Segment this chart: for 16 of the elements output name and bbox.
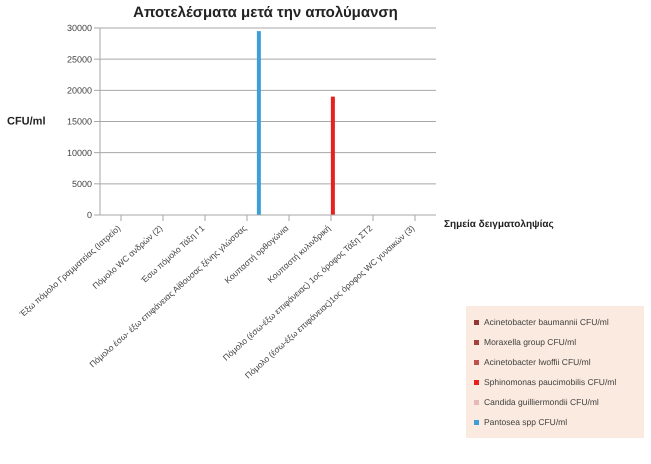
legend-label: Pantosea spp CFU/ml [484, 417, 568, 427]
y-tick-label: 20000 [66, 86, 92, 96]
y-tick-label: 25000 [66, 54, 92, 64]
y-tick-label: 5000 [72, 179, 92, 190]
legend-label: Sphinomonas paucimobilis CFU/ml [484, 377, 616, 387]
y-tick-label: 0 [86, 210, 92, 220]
chart-title: Αποτελέσματα μετά την απολύμανση [132, 4, 399, 21]
y-tick-label: 10000 [66, 148, 92, 158]
y-tick-label: 30000 [66, 23, 92, 34]
x-axis-title: Σημεία δειγματοληψίας [444, 219, 554, 230]
legend-label: Acinetobacter baumannii CFU/ml [484, 317, 609, 327]
legend-label: Candida guilliermondii CFU/ml [484, 397, 599, 407]
y-axis-title: CFU/ml [7, 115, 46, 128]
y-tick-label: 15000 [66, 116, 92, 127]
legend-label: Acinetobacter lwoffii CFU/ml [484, 357, 591, 367]
legend-label: Moraxella group CFU/ml [484, 337, 576, 347]
